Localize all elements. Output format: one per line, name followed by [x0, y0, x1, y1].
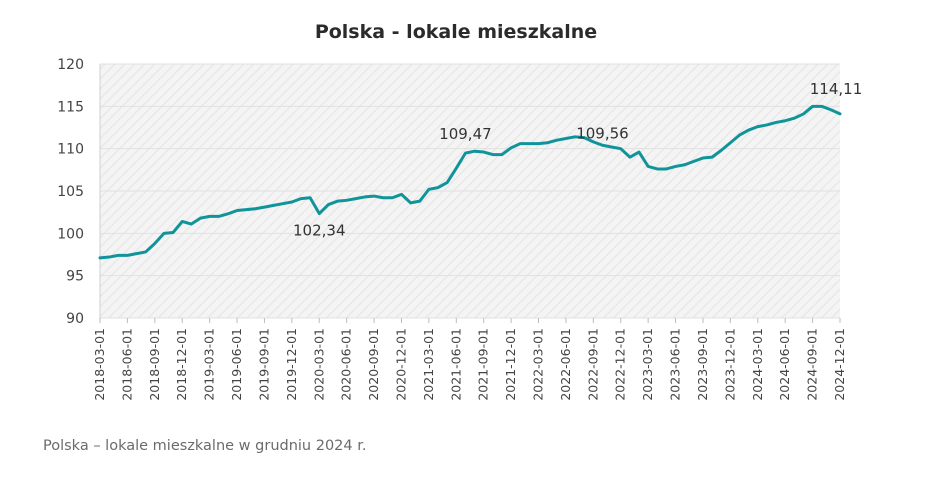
x-tick-label: 2023-03-01: [640, 328, 655, 401]
x-tick-label: 2024-03-01: [750, 328, 765, 401]
x-tick-label: 2021-03-01: [421, 328, 436, 401]
x-tick-label: 2018-12-01: [174, 328, 189, 401]
x-tick-label: 2018-03-01: [92, 328, 107, 401]
x-tick-label: 2020-06-01: [339, 328, 354, 401]
y-tick-label: 90: [66, 311, 84, 327]
x-tick-label: 2024-09-01: [805, 328, 820, 401]
series-line: [98, 104, 842, 260]
x-tick-label: 2020-03-01: [311, 328, 326, 401]
chart-title: Polska - lokale mieszkalne: [315, 21, 597, 43]
annotations: 102,34 109,47 109,56 114,11: [293, 80, 862, 240]
x-tick-label: 2022-12-01: [613, 328, 628, 401]
x-tick-label: 2019-06-01: [229, 328, 244, 401]
y-tick-label: 105: [57, 184, 84, 200]
x-tick-label: 2022-06-01: [558, 328, 573, 401]
y-tick-label: 100: [57, 226, 84, 242]
grid-lines: [99, 63, 840, 319]
x-tick-label: 2023-06-01: [668, 328, 683, 401]
x-tick-label: 2020-09-01: [366, 328, 381, 401]
x-tick-label: 2024-06-01: [777, 328, 792, 401]
x-tick-label: 2024-12-01: [832, 328, 847, 401]
x-tick-label: 2023-12-01: [722, 328, 737, 401]
x-tick-label: 2022-03-01: [531, 328, 546, 401]
x-axis-ticks: 2018-03-01 2018-06-01 2018-09-01 2018-12-01…: [92, 318, 847, 401]
x-tick-label: 2019-12-01: [284, 328, 299, 401]
data-label: 109,56: [576, 124, 629, 142]
x-tick-label: 2018-09-01: [147, 328, 162, 401]
chart-caption: Polska – lokale mieszkalne w grudniu 202…: [43, 438, 367, 454]
x-tick-label: 2020-12-01: [393, 328, 408, 401]
data-label: 102,34: [293, 222, 346, 240]
x-tick-label: 2021-06-01: [448, 328, 463, 401]
x-tick-label: 2019-03-01: [202, 328, 217, 401]
y-axis-ticks: 90 95 100 105 110 115 120: [57, 57, 84, 327]
x-tick-label: 2023-09-01: [695, 328, 710, 401]
data-label: 109,47: [439, 125, 492, 143]
x-tick-label: 2022-09-01: [585, 328, 600, 401]
x-tick-label: 2021-12-01: [503, 328, 518, 401]
y-tick-label: 115: [57, 99, 84, 115]
y-tick-label: 110: [57, 142, 84, 158]
y-tick-label: 95: [66, 269, 84, 285]
x-tick-label: 2021-09-01: [476, 328, 491, 401]
data-label: 114,11: [810, 80, 863, 98]
x-tick-label: 2019-09-01: [256, 328, 271, 401]
y-tick-label: 120: [57, 57, 84, 73]
x-tick-label: 2018-06-01: [119, 328, 134, 401]
